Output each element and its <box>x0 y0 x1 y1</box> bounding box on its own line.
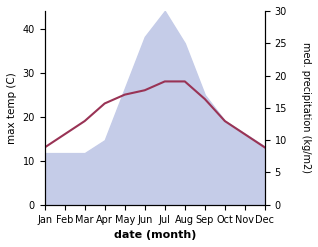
Y-axis label: med. precipitation (kg/m2): med. precipitation (kg/m2) <box>301 42 311 173</box>
X-axis label: date (month): date (month) <box>114 230 196 240</box>
Y-axis label: max temp (C): max temp (C) <box>7 72 17 144</box>
